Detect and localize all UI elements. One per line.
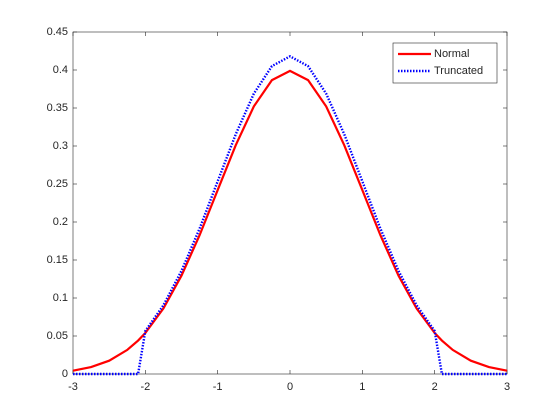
x-tick-label: 2 [432,381,438,393]
y-tick-label: 0.05 [47,330,68,342]
x-tick-label: -2 [140,381,150,393]
y-tick-label: 0.2 [53,216,68,228]
legend-label: Normal [434,48,469,60]
data-line [73,54,507,376]
y-tick-label: 0.1 [53,292,68,304]
x-tick-label: -3 [68,381,78,393]
y-tick-label: 0.3 [53,140,68,152]
y-tick-label: 0.25 [47,178,68,190]
y-tick-label: 0.45 [47,26,68,38]
y-tick-label: 0.15 [47,254,68,266]
x-tick-label: 3 [504,381,510,393]
data-line [72,69,508,372]
y-tick-label: 0.4 [53,64,68,76]
x-tick-label: 0 [287,381,293,393]
y-tick-label: 0 [62,368,68,380]
plot-area [72,31,508,375]
legend-label: Truncated [434,65,483,77]
y-tick-label: 0.35 [47,102,68,114]
x-tick-label: 1 [359,381,365,393]
legend-box [392,42,498,84]
x-tick-label: -1 [213,381,223,393]
